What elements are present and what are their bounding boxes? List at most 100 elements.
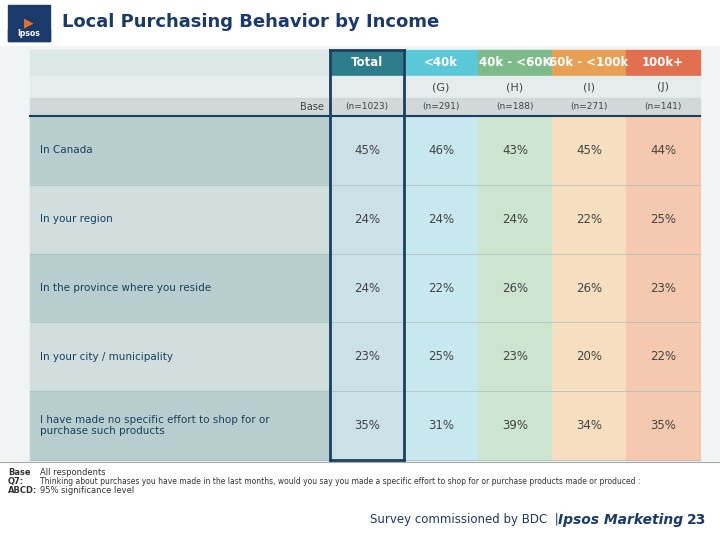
Text: In the province where you reside: In the province where you reside [40,283,211,293]
Bar [30,391,330,460]
Bar [0,462,720,540]
Text: Survey commissioned by BDC  |: Survey commissioned by BDC | [370,514,566,526]
Bar [626,254,700,322]
Text: (H): (H) [506,82,523,92]
Text: 26%: 26% [576,281,602,294]
Bar [404,391,478,460]
Text: (I): (I) [583,82,595,92]
Text: 35%: 35% [354,419,380,432]
Bar [478,254,552,322]
Text: (n=141): (n=141) [644,103,682,111]
Bar [30,116,330,185]
Text: 22%: 22% [650,350,676,363]
Bar [330,391,404,460]
Text: 35%: 35% [650,419,676,432]
Text: 45%: 45% [576,144,602,157]
Bar [552,254,626,322]
Text: Base: Base [8,468,31,477]
Text: 23%: 23% [502,350,528,363]
Text: 23%: 23% [650,281,676,294]
Text: In your region: In your region [40,214,113,224]
Text: 44%: 44% [650,144,676,157]
Bar [626,185,700,254]
Text: 22%: 22% [576,213,602,226]
Text: In your city / municipality: In your city / municipality [40,352,173,362]
Bar [478,116,552,185]
Bar [478,322,552,391]
Text: 24%: 24% [354,213,380,226]
Bar [330,50,404,76]
Text: 60k - <100k: 60k - <100k [549,57,629,70]
Bar [404,322,478,391]
Text: Base: Base [300,102,324,112]
Bar [626,322,700,391]
Text: 23%: 23% [354,350,380,363]
Text: 43%: 43% [502,144,528,157]
Bar [330,322,404,391]
Bar [404,185,478,254]
Text: Thinking about purchases you have made in the last months, would you say you mad: Thinking about purchases you have made i… [40,477,640,486]
Bar [30,50,330,460]
Text: (n=291): (n=291) [423,103,459,111]
Bar [626,50,700,76]
Bar [552,185,626,254]
Text: (n=1023): (n=1023) [346,103,389,111]
Text: Ipsos: Ipsos [17,30,40,38]
Text: 25%: 25% [428,350,454,363]
Bar [330,185,404,254]
Text: 22%: 22% [428,281,454,294]
Bar [30,254,330,322]
Text: (G): (G) [432,82,450,92]
Bar [0,0,720,45]
Text: 39%: 39% [502,419,528,432]
Bar [404,254,478,322]
Text: All respondents: All respondents [40,468,106,477]
Text: 40k - <60K: 40k - <60K [479,57,552,70]
Text: In Canada: In Canada [40,145,93,156]
Bar [30,50,330,76]
Text: 23: 23 [687,513,706,527]
Text: 31%: 31% [428,419,454,432]
Text: 24%: 24% [354,281,380,294]
Bar [330,116,404,185]
Text: 26%: 26% [502,281,528,294]
Bar [552,391,626,460]
Bar [478,50,552,76]
Text: Total: Total [351,57,383,70]
Text: (n=271): (n=271) [570,103,608,111]
Bar [552,322,626,391]
Bar [478,185,552,254]
Bar [8,5,50,41]
Text: 46%: 46% [428,144,454,157]
Bar [30,98,700,116]
Text: ▶: ▶ [24,17,34,30]
Text: 45%: 45% [354,144,380,157]
Text: 95% significance level: 95% significance level [40,486,134,495]
Text: 34%: 34% [576,419,602,432]
Text: ABCD:: ABCD: [8,486,37,495]
Bar [30,185,330,254]
Bar [552,50,626,76]
Circle shape [0,472,76,540]
Text: 20%: 20% [576,350,602,363]
Bar [404,50,478,76]
Bar [30,76,700,98]
Text: 100k+: 100k+ [642,57,684,70]
Text: 25%: 25% [650,213,676,226]
Text: I have made no specific effort to shop for or
purchase such products: I have made no specific effort to shop f… [40,415,269,436]
Bar [330,254,404,322]
Bar [404,116,478,185]
Text: Q7:: Q7: [8,477,24,486]
Text: Local Purchasing Behavior by Income: Local Purchasing Behavior by Income [62,13,439,31]
Text: 24%: 24% [502,213,528,226]
Text: (J): (J) [657,82,669,92]
Text: (n=188): (n=188) [496,103,534,111]
Bar [626,116,700,185]
Bar [8,29,50,41]
Bar [30,322,330,391]
Text: 24%: 24% [428,213,454,226]
Bar [552,116,626,185]
Bar [478,391,552,460]
Bar [626,391,700,460]
Text: Ipsos Marketing: Ipsos Marketing [558,513,683,527]
